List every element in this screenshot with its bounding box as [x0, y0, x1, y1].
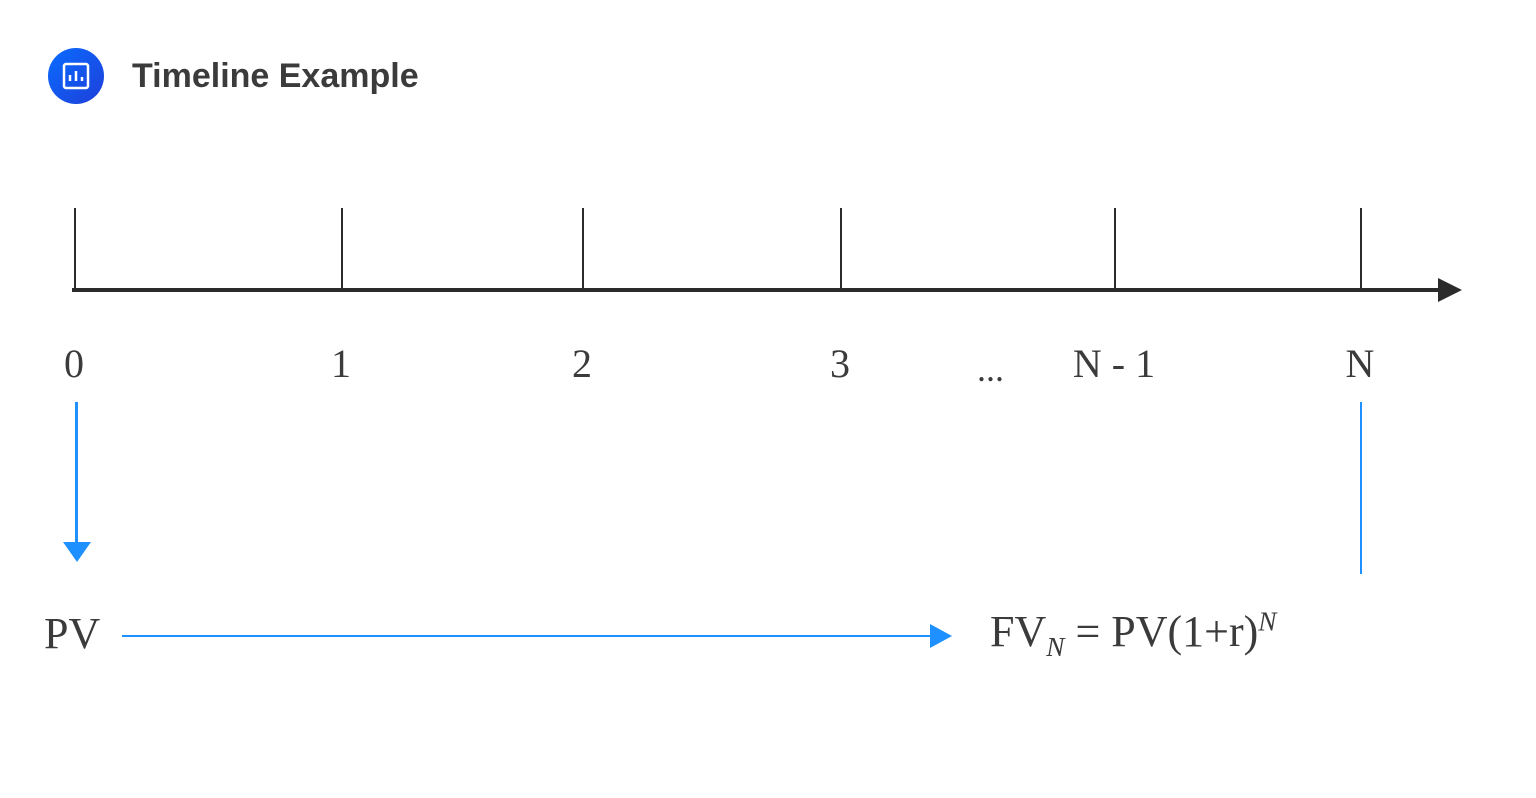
fv-text: FV [990, 607, 1046, 656]
tick-label-0: 0 [64, 340, 84, 387]
tick-5 [1360, 208, 1362, 290]
tick-label-4: N - 1 [1073, 340, 1155, 387]
ellipsis-label: ... [977, 348, 1004, 390]
fv-formula: FVN = PV(1+r)N [990, 606, 1276, 663]
header: Timeline Example [48, 48, 419, 104]
fv-connector-line [1360, 402, 1362, 574]
chart-icon [48, 48, 104, 104]
fv-eq: = PV(1+r) [1064, 607, 1258, 656]
fv-subscript: N [1046, 632, 1064, 662]
fv-superscript: N [1258, 606, 1276, 636]
tick-label-1: 1 [331, 340, 351, 387]
tick-label-5: N [1346, 340, 1375, 387]
axis-line [72, 288, 1438, 292]
tick-4 [1114, 208, 1116, 290]
tick-label-2: 2 [572, 340, 592, 387]
tick-0 [74, 208, 76, 290]
diagram-container: Timeline Example 0123N - 1N ... PV FVN =… [0, 0, 1536, 798]
tick-label-3: 3 [830, 340, 850, 387]
tick-2 [582, 208, 584, 290]
pv-label: PV [44, 608, 100, 659]
tick-1 [341, 208, 343, 290]
page-title: Timeline Example [132, 57, 419, 96]
tick-3 [840, 208, 842, 290]
axis-arrowhead-icon [1438, 278, 1462, 302]
